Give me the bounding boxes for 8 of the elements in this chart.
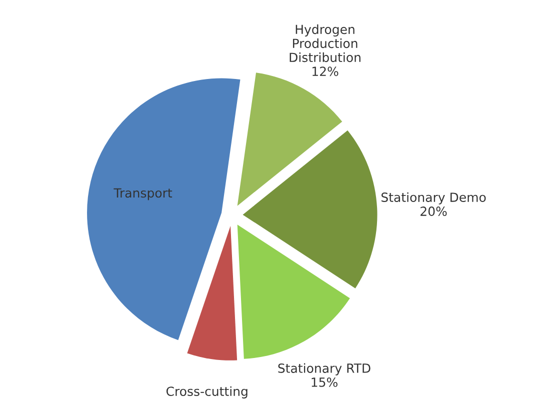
slice-label: Hydrogen Production Distribution xyxy=(290,24,360,62)
data-label: 20% xyxy=(420,206,447,216)
slice-label: Transport xyxy=(114,188,172,200)
slice-label: Stationary Demo xyxy=(381,192,486,204)
data-label: 15% xyxy=(312,377,338,387)
slice-label: Stationary RTD xyxy=(278,363,370,376)
slice-label: Cross-cutting xyxy=(166,386,248,398)
data-label: 12% xyxy=(312,66,338,76)
